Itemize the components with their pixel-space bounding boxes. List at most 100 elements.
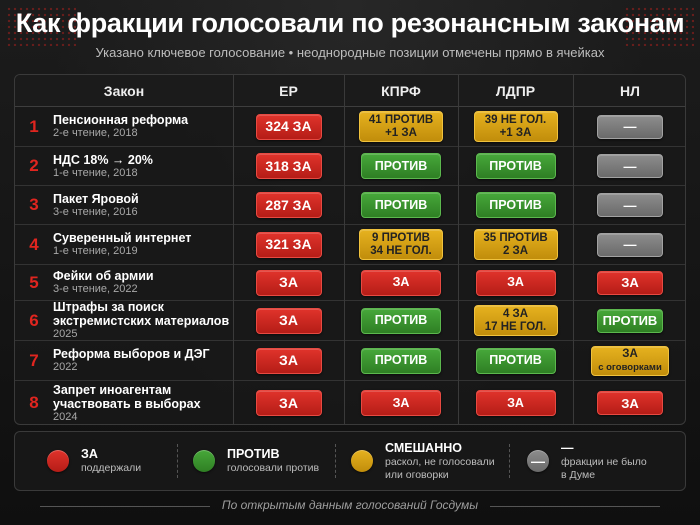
gray-dash-icon: —	[527, 450, 549, 472]
vote-badge-ldpr: ЗА	[475, 269, 556, 296]
vote-cell-er: ЗА	[233, 265, 344, 300]
page-subtitle: Указано ключевое голосование • неоднород…	[95, 45, 605, 60]
vote-line-1: ПРОТИВ	[374, 313, 428, 327]
footer-rule-left	[40, 506, 210, 507]
vote-cell-nl: —	[573, 225, 685, 264]
law-name: Штрафы за поиск экстремистских материало…	[53, 300, 230, 328]
vote-line-1: ПРОТИВ	[374, 158, 428, 173]
vote-badge-nl: —	[597, 154, 663, 178]
vote-line-1: ЗА	[279, 274, 298, 290]
vote-line-1: ЗА	[392, 395, 410, 410]
header-ldpr: ЛДПР	[495, 83, 536, 99]
vote-cell-er: 324 ЗА	[233, 107, 344, 146]
legend-title: ЗА	[81, 447, 98, 461]
vote-line-1: ЗА	[507, 275, 524, 289]
legend-title: ПРОТИВ	[227, 447, 280, 461]
votes-table: Закон ЕР КПРФ ЛДПР НЛ 1 Пенсионная реформ…	[14, 74, 686, 425]
legend-divider	[509, 444, 510, 478]
vote-line-1: ЗА	[621, 395, 639, 411]
vote-cell-ldpr: ЗА	[458, 381, 573, 424]
vote-cell-kprf: 9 ПРОТИВ 34 НЕ ГОЛ.	[344, 225, 458, 264]
law-reading: 2022	[53, 361, 78, 373]
vote-line-1: ЗА	[622, 347, 638, 360]
decor-dots-right	[624, 6, 694, 46]
column-divider	[344, 75, 345, 424]
vote-line-1: 324 ЗА	[265, 118, 312, 134]
vote-badge-kprf: ПРОТИВ	[361, 347, 441, 374]
vote-cell-ldpr: ПРОТИВ	[458, 186, 573, 224]
law-name: Пенсионная реформа	[53, 113, 189, 127]
vote-badge-nl: ПРОТИВ	[597, 308, 663, 333]
footer-rule-right	[490, 506, 660, 507]
vote-line-2: с оговорками	[598, 361, 662, 373]
table-row: 7 Реформа выборов и ДЭГ 2022 ЗА ПРОТИВ ПРОТИВ…	[15, 341, 685, 381]
vote-line-1: ЗА	[279, 394, 298, 411]
vote-line-2: 17 НЕ ГОЛ.	[484, 320, 547, 333]
law-name: Пакет Яровой	[53, 191, 139, 206]
vote-badge-er: 324 ЗА	[255, 113, 322, 140]
vote-badge-kprf: ПРОТИВ	[361, 192, 441, 218]
table-row: 3 Пакет Яровой 3-е чтение, 2016 287 ЗА ПРОТИ…	[15, 186, 685, 225]
legend: ЗА поддержали ПРОТИВ голосовали против С…	[14, 431, 686, 491]
law-name: Реформа выборов и ДЭГ	[53, 347, 210, 361]
vote-cell-kprf: 41 ПРОТИВ +1 ЗА	[344, 107, 458, 146]
column-divider	[233, 75, 234, 424]
vote-line-1: 35 ПРОТИВ	[483, 231, 548, 244]
vote-badge-nl: ЗА с оговорками	[591, 345, 669, 376]
law-cell: Пенсионная реформа 2-е чтение, 2018	[53, 107, 231, 146]
vote-cell-nl: —	[573, 107, 685, 146]
vote-cell-er: ЗА	[233, 381, 344, 424]
vote-cell-ldpr: ПРОТИВ	[458, 341, 573, 380]
vote-line-1: —	[623, 119, 637, 134]
vote-badge-er: ЗА	[255, 269, 322, 296]
row-number: 2	[29, 156, 39, 175]
vote-cell-ldpr: 4 ЗА 17 НЕ ГОЛ.	[458, 301, 573, 340]
law-cell: Суверенный интернет 1-е чтение, 2019	[53, 225, 231, 264]
law-reading: 3-е чтение, 2022	[53, 283, 138, 295]
vote-line-2: +1 ЗА	[385, 126, 417, 139]
row-number: 3	[29, 195, 39, 214]
vote-badge-er: 321 ЗА	[255, 231, 322, 258]
vote-badge-er: ЗА	[255, 307, 322, 334]
header-nl: НЛ	[620, 83, 640, 99]
law-name: НДС 18% → 20%	[53, 152, 153, 167]
table-row: 2 НДС 18% → 20% 1-е чтение, 2018 318 ЗА ПРОТ…	[15, 147, 685, 186]
law-reading: 2-е чтение, 2018	[53, 127, 138, 139]
vote-line-1: ПРОТИВ	[602, 313, 658, 328]
law-name: Запрет иноагентам участвовать в выборах	[53, 382, 201, 411]
table-row: 5 Фейки об армии 3-е чтение, 2022 ЗА ЗА ЗА ЗА	[15, 265, 685, 301]
vote-line-1: 287 ЗА	[265, 196, 312, 213]
legend-desc-2: в Думе	[561, 468, 596, 481]
vote-cell-ldpr: ПРОТИВ	[458, 147, 573, 185]
vote-cell-nl: ЗА	[573, 265, 685, 300]
vote-cell-er: 287 ЗА	[233, 186, 344, 224]
vote-badge-nl: ЗА	[597, 270, 663, 295]
row-number: 7	[29, 350, 39, 370]
law-reading: 1-е чтение, 2019	[53, 245, 138, 257]
table-row: 6 Штрафы за поиск экстремистских материал…	[15, 300, 685, 341]
vote-line-1: ЗА	[621, 275, 639, 290]
vote-badge-kprf: 9 ПРОТИВ 34 НЕ ГОЛ.	[359, 229, 443, 260]
vote-cell-kprf: ПРОТИВ	[344, 341, 458, 380]
law-reading: 2024	[53, 410, 78, 423]
legend-item-none: — — фракции не было в Думе	[527, 432, 647, 490]
vote-line-1: 4 ЗА	[502, 307, 529, 320]
vote-line-1: 318 ЗА	[265, 157, 312, 174]
vote-badge-er: ЗА	[255, 347, 322, 374]
footer-source: По открытым данным голосований Госдумы	[221, 498, 479, 512]
vote-cell-er: 321 ЗА	[233, 225, 344, 264]
column-divider	[573, 75, 574, 424]
vote-cell-ldpr: 35 ПРОТИВ 2 ЗА	[458, 225, 573, 264]
vote-badge-er: ЗА	[255, 390, 322, 416]
legend-item-mixed: СМЕШАННО раскол, не голосовали или огово…	[351, 432, 495, 490]
vote-line-1: 41 ПРОТИВ	[368, 113, 434, 126]
vote-line-1: ПРОТИВ	[489, 197, 542, 212]
table-row: 1 Пенсионная реформа 2-е чтение, 2018 324 З…	[15, 107, 685, 147]
header-kprf: КПРФ	[381, 83, 421, 99]
legend-desc: голосовали против	[227, 462, 320, 474]
vote-badge-nl: —	[597, 114, 663, 139]
vote-line-2: 2 ЗА	[502, 244, 529, 257]
vote-line-1: ЗА	[279, 352, 298, 368]
vote-badge-kprf: ПРОТИВ	[361, 307, 441, 334]
vote-cell-nl: ЗА с оговорками	[573, 341, 685, 380]
